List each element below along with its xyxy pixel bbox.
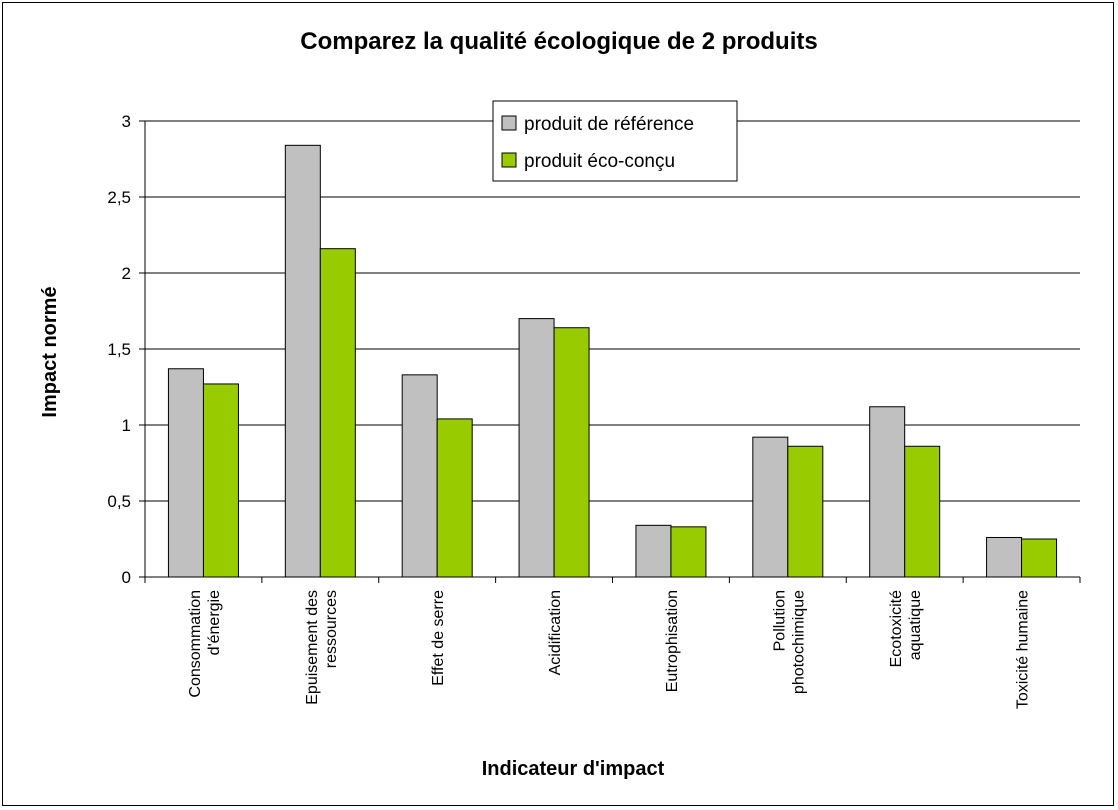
bar-eco	[670, 526, 707, 578]
x-tick-label: Epuisement des	[304, 590, 321, 705]
bar-eco	[553, 327, 590, 578]
bar-eco	[319, 248, 356, 578]
y-tick-label: 1	[122, 416, 131, 435]
bar-reference	[518, 318, 555, 578]
x-tick-label: Toxicité humaine	[1015, 590, 1032, 709]
y-tick-label: 1,5	[107, 340, 131, 359]
bar-eco	[1021, 538, 1058, 578]
bar-eco	[436, 418, 473, 578]
y-tick-label: 2,5	[107, 188, 131, 207]
y-tick-label: 0,5	[107, 492, 131, 511]
x-tick-label: Ecotoxicité	[888, 590, 905, 667]
x-tick-label: Consommation	[187, 590, 204, 698]
chart-title: Comparez la qualité écologique de 2 prod…	[300, 28, 818, 55]
x-tick-label: d'énergie	[206, 590, 223, 655]
legend-swatch	[501, 115, 517, 131]
bar-reference	[635, 524, 672, 578]
x-tick-label: Effet de serre	[430, 590, 447, 686]
y-tick-label: 2	[122, 264, 131, 283]
x-axis-label: Indicateur d'impact	[482, 758, 665, 780]
bar-eco	[202, 383, 239, 578]
y-axis-label: Impact normé	[39, 286, 61, 417]
x-tick-label: photochimique	[790, 590, 807, 694]
x-tick-label: Acidification	[547, 590, 564, 675]
x-tick-label: Eutrophisation	[664, 590, 681, 692]
y-tick-label: 3	[122, 112, 131, 131]
legend-box	[492, 100, 738, 182]
bar-reference	[167, 368, 204, 578]
x-tick-label: Pollution	[771, 590, 788, 651]
bar-reference	[752, 436, 789, 578]
x-tick-label: aquatique	[907, 590, 924, 660]
bar-eco	[787, 445, 824, 578]
y-tick-label: 0	[122, 568, 131, 587]
bar-reference	[869, 406, 906, 578]
bar-reference	[986, 536, 1023, 578]
bar-reference	[401, 374, 438, 578]
x-tick-label: ressources	[323, 590, 340, 668]
legend-label: produit de référence	[524, 114, 694, 135]
legend-label: produit éco-conçu	[524, 151, 675, 172]
bar-reference	[284, 144, 321, 578]
bar-eco	[904, 445, 941, 578]
legend-swatch	[501, 152, 517, 168]
